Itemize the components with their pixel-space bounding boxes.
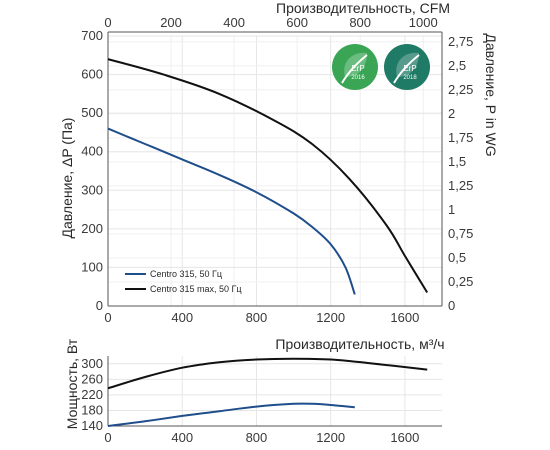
top-plot-frame (107, 31, 443, 307)
x2-tick-label: 600 (286, 15, 308, 30)
right-y-axis-title: Давление, P in WG (483, 33, 499, 156)
x-tick-label: 800 (246, 310, 268, 325)
y2-tick-label: 0,75 (448, 226, 473, 241)
y-tick-label: 100 (81, 259, 103, 274)
power-x-tick-label: 400 (171, 430, 193, 445)
y2-tick-label: 2 (448, 106, 455, 121)
power-curve-series-1 (107, 402, 355, 427)
erp-2018-badge-year: 2018 (403, 75, 417, 81)
erp-2016-badge-year: 2016 (351, 75, 365, 81)
x2-tick-label: 400 (223, 15, 245, 30)
power-x-tick-label: 1600 (390, 430, 419, 445)
pressure-curve-series-2 (107, 58, 429, 294)
y-tick-label: 0 (96, 298, 103, 313)
power-y-tick-label: 140 (81, 418, 103, 433)
y2-tick-label: 2,5 (448, 58, 466, 73)
top-x-axis-title: Производительность, CFM (276, 0, 450, 16)
y-tick-label: 200 (81, 221, 103, 236)
y2-tick-label: 0 (448, 298, 455, 313)
y2-tick-label: 1,5 (448, 154, 466, 169)
legend: Centro 315, 50 Гц Centro 315 max, 50 Гц (125, 269, 242, 294)
y2-tick-label: 0,25 (448, 274, 473, 289)
erp-2018-badge: ErP 2018 (384, 44, 430, 90)
x2-tick-label: 1000 (409, 15, 438, 30)
power-y-tick-label: 300 (81, 356, 103, 371)
erp-2016-badge: ErP 2016 (332, 44, 378, 90)
y2-tick-label: 1 (448, 202, 455, 217)
x-tick-label: 1200 (316, 310, 345, 325)
power-y-tick-label: 220 (81, 387, 103, 402)
bottom-plot-series (107, 357, 428, 427)
power-y-tick-label: 260 (81, 371, 103, 386)
power-x-tick-label: 1200 (316, 430, 345, 445)
y2-tick-label: 1,25 (448, 178, 473, 193)
x-tick-label: 1600 (390, 310, 419, 325)
power-y-axis-title: Мощность, Вт (64, 338, 80, 429)
y2-tick-label: 2,25 (448, 82, 473, 97)
y2-tick-label: 0,5 (448, 250, 466, 265)
power-x-tick-label: 800 (246, 430, 268, 445)
power-y-tick-label: 180 (81, 402, 103, 417)
y-tick-label: 300 (81, 182, 103, 197)
x-tick-label: 400 (171, 310, 193, 325)
y-tick-label: 600 (81, 67, 103, 82)
x-tick-label: 0 (104, 310, 111, 325)
left-y-axis-title: Давление, ΔP (Па) (59, 118, 75, 239)
bottom-plot-frame (107, 356, 442, 427)
pressure-curve-series-1 (107, 127, 356, 295)
y-tick-label: 700 (81, 28, 103, 43)
power-x-tick-label: 0 (104, 430, 111, 445)
x2-tick-label: 0 (104, 15, 111, 30)
y-tick-label: 500 (81, 105, 103, 120)
legend-label-series-2: Centro 315 max, 50 Гц (150, 284, 242, 294)
top-plot-series (107, 58, 429, 295)
power-curve-series-2 (107, 357, 428, 390)
y2-tick-label: 1,75 (448, 130, 473, 145)
erp-2018-badge-text: ErP (403, 64, 416, 73)
y-tick-label: 400 (81, 144, 103, 159)
erp-2016-badge-text: ErP (351, 64, 364, 73)
x2-tick-label: 200 (160, 15, 182, 30)
x2-tick-label: 800 (349, 15, 371, 30)
legend-label-series-1: Centro 315, 50 Гц (150, 269, 222, 279)
bottom-x-axis-title: Производительность, м³/ч (275, 336, 444, 352)
y2-tick-label: 2,75 (448, 34, 473, 49)
